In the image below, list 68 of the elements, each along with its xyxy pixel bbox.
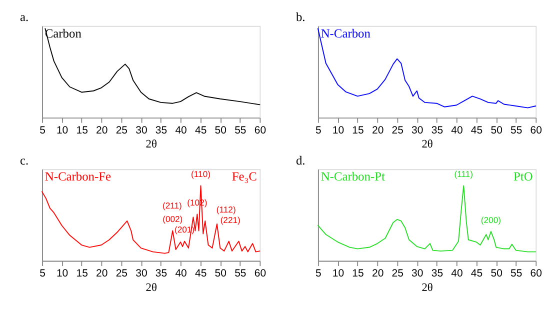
x-tick-label: 30	[412, 268, 424, 280]
annotation: (111)	[454, 169, 474, 180]
x-tick-label: 25	[392, 268, 404, 280]
x-tick-label: 15	[352, 124, 364, 136]
x-tick-label: 35	[431, 268, 444, 280]
x-tick-label: 55	[510, 268, 522, 280]
x-tick-label: 45	[470, 124, 483, 136]
series-label: N-Carbon	[320, 26, 372, 40]
x-tick-label: 30	[136, 124, 148, 136]
x-tick-label: 55	[510, 124, 522, 136]
chart-title: b.	[296, 10, 306, 24]
x-tick-label: 25	[116, 268, 128, 280]
x-axis-title: 2θ	[422, 138, 433, 151]
chart-title: c.	[20, 153, 29, 168]
x-tick-label: 10	[332, 268, 344, 280]
annotation: (221)	[220, 215, 240, 226]
x-tick-label: 15	[76, 124, 88, 136]
x-tick-label: 45	[194, 124, 207, 136]
annotation: (211)	[162, 200, 182, 211]
x-tick-label: 40	[175, 124, 188, 136]
x-tick-label: 50	[490, 124, 503, 136]
x-tick-label: 50	[214, 124, 227, 136]
x-tick-label: 20	[96, 124, 108, 136]
x-axis-title: 2θ	[422, 282, 433, 294]
x-tick-label: 15	[76, 268, 88, 280]
x-tick-label: 50	[214, 268, 227, 280]
x-tick-label: 35	[155, 124, 168, 136]
x-tick-label: 25	[392, 124, 404, 136]
x-tick-label: 10	[332, 124, 344, 136]
x-tick-label: 15	[352, 268, 364, 280]
text: N-Carbon-Pt	[320, 170, 386, 184]
x-tick-label: 40	[451, 268, 463, 280]
text: PtO	[514, 170, 533, 184]
x-tick-label: 50	[490, 268, 503, 280]
text: Fe₃C	[232, 170, 257, 184]
x-tick-label: 60	[530, 124, 542, 136]
x-tick-label: 25	[116, 124, 128, 136]
x-tick-label: 30	[412, 124, 424, 136]
x-tick-label: 55	[234, 268, 246, 280]
x-tick-label: 5	[316, 124, 322, 136]
x-tick-label: 5	[40, 268, 46, 280]
x-tick-label: 35	[431, 124, 444, 136]
chart-title: d.	[296, 153, 306, 168]
x-tick-label: 5	[40, 124, 46, 136]
annotation: (110)	[191, 169, 211, 180]
x-tick-label: 40	[175, 268, 188, 280]
x-tick-label: 60	[254, 268, 266, 280]
x-tick-label: 20	[372, 268, 384, 280]
chart-title: a.	[20, 10, 29, 24]
x-tick-label: 40	[451, 124, 463, 136]
x-tick-label: 45	[470, 268, 483, 280]
x-tick-label: 55	[234, 124, 246, 136]
x-axis-title: 2θ	[146, 282, 157, 294]
x-tick-label: 20	[372, 124, 384, 136]
x-tick-label: 45	[194, 268, 207, 280]
x-axis-title: 2θ	[146, 138, 157, 151]
annotation: (200)	[480, 214, 502, 225]
annotation: (002)	[162, 214, 183, 224]
x-tick-label: 5	[316, 268, 322, 280]
x-tick-label: 35	[155, 268, 168, 280]
x-tick-label: 10	[56, 268, 68, 280]
series-label: N-Carbon-Fe	[44, 170, 112, 184]
x-tick-label: 20	[96, 268, 108, 280]
x-tick-label: 60	[254, 124, 266, 136]
x-tick-label: 10	[56, 124, 68, 136]
x-tick-label: 60	[530, 268, 542, 280]
annotation: (112)	[216, 204, 236, 214]
x-tick-label: 30	[136, 268, 148, 280]
